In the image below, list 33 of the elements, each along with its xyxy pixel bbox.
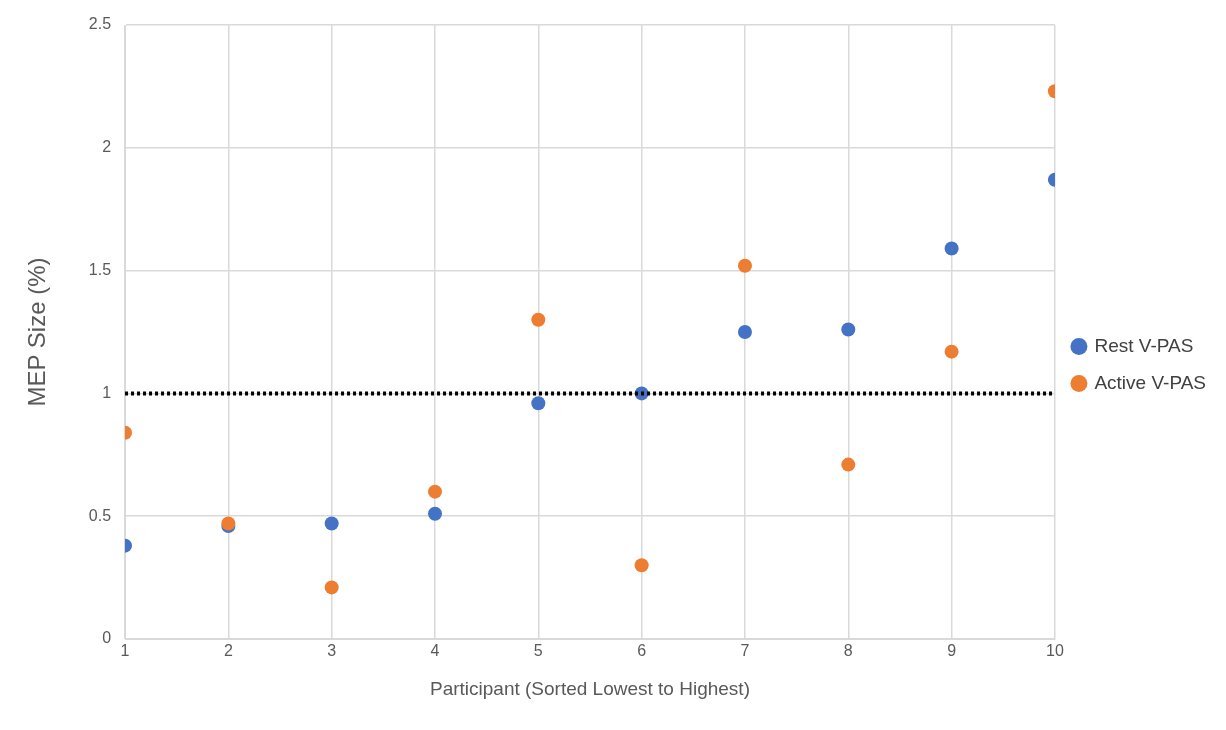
x-tick-label: 2 <box>223 642 233 660</box>
point <box>634 558 649 573</box>
y-tick-label: 1.5 <box>88 261 112 279</box>
y-tick-label: 0 <box>102 629 112 647</box>
point <box>428 484 442 499</box>
legend-label: Rest V-PAS <box>1094 334 1194 356</box>
x-tick-label: 3 <box>327 642 337 660</box>
y-tick-label: 2 <box>102 138 112 156</box>
point <box>531 312 546 327</box>
x-tick-label: 9 <box>947 642 957 660</box>
point <box>841 457 856 472</box>
point <box>324 516 339 531</box>
y-tick-label: 1 <box>102 383 112 401</box>
x-tick-label: 7 <box>740 642 750 660</box>
legend-label: Active V-PAS <box>1094 371 1207 393</box>
x-tick-label: 4 <box>430 642 440 660</box>
point <box>737 258 752 273</box>
point <box>841 322 856 337</box>
x-tick-label: 1 <box>120 642 130 660</box>
x-tick-label: 6 <box>637 642 647 660</box>
point <box>944 241 959 256</box>
y-tick-label: 0.5 <box>88 506 112 524</box>
point <box>324 580 339 595</box>
x-tick-label: 8 <box>843 642 853 660</box>
y-tick-label: 2.5 <box>88 15 112 33</box>
y-axis-title: MEP Size (%) <box>23 257 51 407</box>
point <box>944 344 959 359</box>
point <box>428 506 442 521</box>
point <box>531 396 546 411</box>
x-tick-label: 5 <box>533 642 543 660</box>
x-axis-title: Participant (Sorted Lowest to Highest) <box>429 677 750 699</box>
x-tick-label: 10 <box>1046 642 1064 660</box>
point <box>737 325 752 339</box>
